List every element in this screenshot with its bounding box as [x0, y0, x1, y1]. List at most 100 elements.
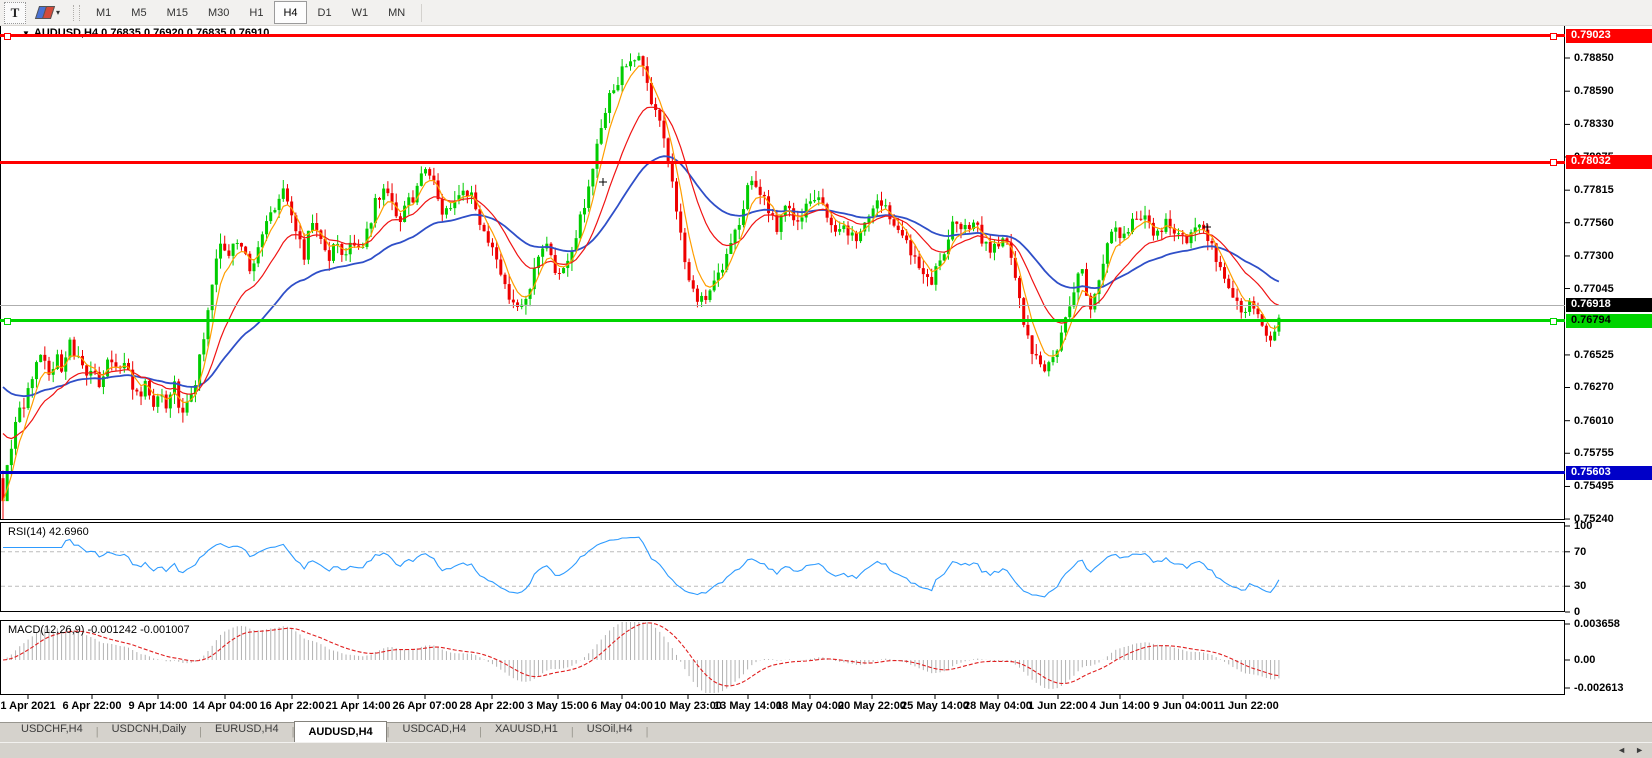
hline-marker-icon[interactable]	[1550, 159, 1557, 166]
candle-body	[1072, 292, 1076, 307]
candle-body	[1168, 218, 1172, 229]
candle-body	[821, 197, 825, 205]
candle-body	[18, 407, 22, 422]
tab-eurusd[interactable]: EURUSD,H4	[215, 723, 279, 735]
candle-body	[879, 200, 883, 206]
candle-body	[516, 302, 520, 307]
candle-body	[1118, 227, 1122, 239]
candle-body	[269, 212, 273, 222]
candle-body	[787, 205, 791, 209]
candle-body	[804, 203, 808, 218]
candle-body	[1080, 269, 1084, 274]
candle-body	[754, 180, 758, 187]
candle-body	[511, 299, 515, 303]
candle-body	[461, 190, 465, 196]
candle-body	[938, 260, 942, 267]
timeframe-button-d1[interactable]: D1	[317, 6, 332, 19]
colors-tool-icon[interactable]: ▾	[34, 3, 63, 23]
candle-body	[1185, 234, 1189, 244]
candle-body	[675, 181, 679, 212]
tab-audusd[interactable]: AUDUSD,H4	[294, 721, 387, 742]
timeframe-button-m5[interactable]: M5	[131, 6, 147, 19]
time-axis-label: 11 Jun 22:00	[1213, 700, 1279, 712]
candle-body	[1223, 267, 1227, 279]
macd-axis-label: 0.00	[1574, 654, 1596, 666]
candle-body	[850, 232, 854, 236]
hline-marker-icon[interactable]	[1550, 33, 1557, 40]
hline-marker-icon[interactable]	[4, 33, 11, 40]
hline-marker-icon[interactable]	[4, 318, 11, 325]
candle-body	[223, 243, 227, 251]
hline-0.75603[interactable]	[0, 471, 1565, 474]
candle-body	[1, 478, 5, 502]
candle-body	[9, 448, 13, 466]
tab-usdcnh[interactable]: USDCNH,Daily	[111, 723, 187, 735]
ma-fast-line	[2, 65, 1280, 502]
timeframe-button-w1[interactable]: W1	[351, 6, 369, 19]
candle-body	[198, 354, 202, 386]
candle-body	[775, 214, 779, 232]
chart-canvas[interactable]	[0, 0, 1652, 720]
rsi-panel[interactable]	[0, 522, 1565, 612]
candle-body	[796, 220, 800, 222]
price-tag-0.76794: 0.76794	[1566, 314, 1652, 328]
timeframe-button-mn[interactable]: MN	[388, 6, 406, 19]
candle-body	[984, 241, 988, 244]
hline-0.79023[interactable]	[0, 34, 1565, 37]
candle-body	[838, 229, 842, 232]
candle-body	[1101, 263, 1105, 281]
candle-body	[1172, 228, 1176, 234]
candle-body	[478, 209, 482, 225]
chevron-down-icon[interactable]: ▾	[56, 8, 61, 17]
candle-body	[185, 401, 189, 413]
timeframe-button-m1[interactable]: M1	[96, 6, 112, 19]
tab-xauusd[interactable]: XAUUSD,H1	[494, 723, 558, 735]
timeframe-button-h4[interactable]: H4	[274, 1, 307, 24]
tab-usdcad[interactable]: USDCAD,H4	[402, 723, 467, 735]
candle-body	[135, 389, 139, 392]
tab-scroll-right-icon[interactable]: ►	[1635, 745, 1644, 755]
candle-body	[495, 247, 499, 260]
hline-0.78032[interactable]	[0, 161, 1565, 164]
candle-body	[47, 360, 51, 375]
candle-body	[449, 208, 453, 210]
candle-body	[1243, 311, 1247, 313]
timeframe-button-m15[interactable]: M15	[166, 6, 188, 19]
macd-signal-line	[2, 622, 1279, 687]
candle-body	[645, 66, 649, 83]
candle-body	[1160, 230, 1164, 232]
tab-separator: |	[95, 726, 99, 738]
timeframe-button-h1[interactable]: H1	[249, 6, 264, 19]
hline-0.76794[interactable]	[0, 319, 1565, 322]
tab-usdchf[interactable]: USDCHF,H4	[21, 723, 83, 735]
candle-body	[746, 185, 750, 210]
candle-body	[700, 295, 704, 302]
candle-body	[1089, 295, 1093, 310]
candle-body	[285, 188, 289, 202]
tab-usoil[interactable]: USOil,H4	[586, 723, 633, 735]
toolbar-grip	[73, 4, 81, 21]
candle-body	[921, 268, 925, 275]
main-price-panel[interactable]	[0, 25, 1565, 520]
text-tool-icon[interactable]: T	[4, 1, 26, 24]
candle-body	[453, 200, 457, 209]
macd-panel[interactable]	[0, 620, 1565, 695]
candle-body	[260, 234, 264, 248]
time-axis-label: 4 Jun 14:00	[1090, 700, 1150, 712]
price-tag-0.78032: 0.78032	[1566, 155, 1652, 169]
candle-body	[440, 199, 444, 215]
candle-body	[1189, 232, 1193, 244]
candle-body	[1059, 332, 1063, 351]
tab-scroll-left-icon[interactable]: ◄	[1617, 745, 1626, 755]
price-axis-label: 0.76525	[1574, 348, 1614, 361]
hline-marker-icon[interactable]	[1550, 318, 1557, 325]
candle-body	[549, 243, 553, 256]
candle-body	[875, 200, 879, 209]
macd-axis-label: 0.003658	[1574, 618, 1620, 630]
candle-body	[432, 175, 436, 181]
candle-body	[315, 222, 319, 231]
candle-body	[683, 232, 687, 263]
candle-body	[1214, 243, 1218, 262]
timeframe-button-m30[interactable]: M30	[207, 6, 230, 19]
candle-body	[327, 250, 331, 261]
